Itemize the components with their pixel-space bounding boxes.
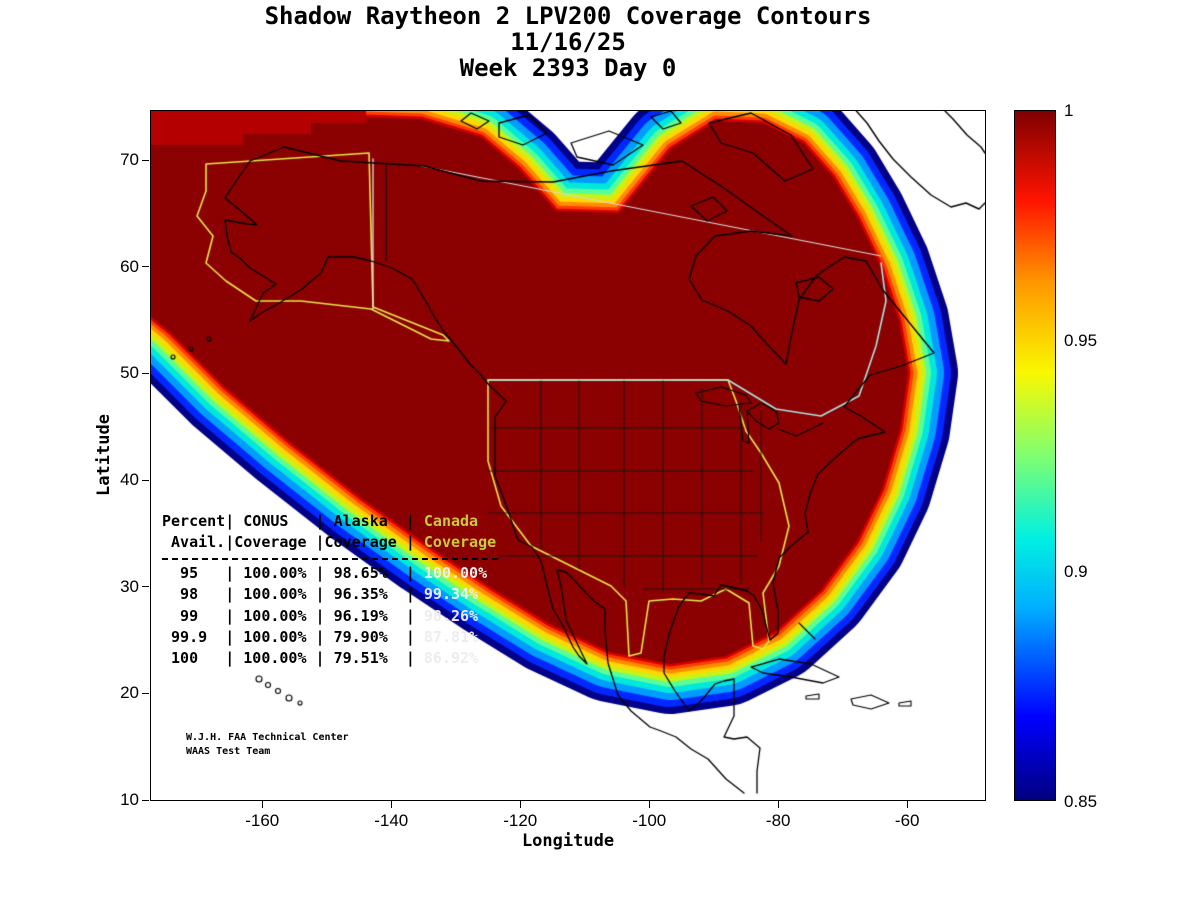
x-tick-label: -120 xyxy=(503,811,538,830)
coverage-table-cells: 99.9 | 100.00% | 79.90% | xyxy=(162,628,424,647)
y-tick-label: 30 xyxy=(120,576,139,596)
x-tick-label: -60 xyxy=(894,811,920,830)
y-tick xyxy=(142,586,149,588)
plot-area xyxy=(150,110,986,801)
x-tick xyxy=(906,801,908,808)
x-tick-label: -140 xyxy=(374,811,409,830)
coverage-table-cells: 100 | 100.00% | 79.51% | xyxy=(162,649,424,668)
credit-line-1: W.J.H. FAA Technical Center xyxy=(186,732,349,743)
coverage-table: Percent| CONUS | Alaska | Canada Avail.|… xyxy=(162,511,498,670)
y-tick xyxy=(142,799,149,801)
colorbar-tick-label: 0.9 xyxy=(1064,561,1088,581)
coverage-table-canada-cell: Canada xyxy=(423,512,479,530)
coverage-table-line: 98 | 100.00% | 96.35% | 99.34% xyxy=(162,584,498,605)
y-tick-label: 20 xyxy=(120,683,139,703)
x-tick xyxy=(261,801,263,808)
coverage-table-cells: 98 | 100.00% | 96.35% | xyxy=(162,585,424,604)
y-tick xyxy=(142,266,149,268)
coverage-table-cells: Percent| CONUS | Alaska | xyxy=(162,512,424,530)
coverage-table-line: 99 | 100.00% | 96.19% | 98.26% xyxy=(162,606,498,627)
x-tick-label: -80 xyxy=(765,811,791,830)
y-tick-label: 60 xyxy=(120,256,139,276)
coverage-table-cells: Avail.|Coverage |Coverage | xyxy=(162,533,424,552)
x-tick-label: -160 xyxy=(245,811,280,830)
x-axis-label: Longitude xyxy=(521,831,615,851)
coverage-table-canada-cell: 98.26% xyxy=(423,606,479,625)
coverage-table-canada-cell: 86.92% xyxy=(423,649,479,668)
y-tick xyxy=(142,372,149,374)
coverage-table-canada-cell: 100.00% xyxy=(423,563,488,582)
coverage-table-cells: 95 | 100.00% | 98.65% | xyxy=(162,563,424,582)
credit-line-2: WAAS Test Team xyxy=(186,746,271,757)
colorbar xyxy=(1014,110,1056,801)
y-tick xyxy=(142,692,149,694)
credit-block: W.J.H. FAA Technical Center WAAS Test Te… xyxy=(186,731,349,759)
figure-title: Shadow Raytheon 2 LPV200 Coverage Contou… xyxy=(264,2,872,30)
figure-date: 11/16/25 xyxy=(510,28,626,56)
coverage-table-canada-cell: Coverage xyxy=(423,533,497,552)
y-tick-label: 70 xyxy=(120,150,139,170)
colorbar-tick-label: 0.95 xyxy=(1064,331,1098,351)
y-tick xyxy=(142,479,149,481)
x-tick xyxy=(777,801,779,808)
colorbar-tick-label: 1 xyxy=(1064,101,1074,120)
coverage-table-cells: 99 | 100.00% | 96.19% | xyxy=(162,606,424,625)
y-tick-label: 10 xyxy=(120,790,139,810)
x-tick xyxy=(648,801,650,808)
coverage-map-canvas xyxy=(151,111,985,800)
coverage-table-line: Percent| CONUS | Alaska | Canada xyxy=(162,511,498,532)
coverage-table-canada-cell: 99.34% xyxy=(423,585,479,604)
y-tick-label: 50 xyxy=(120,363,139,383)
colorbar-tick-label: 0.85 xyxy=(1064,792,1098,811)
y-tick-label: 40 xyxy=(120,470,139,490)
y-tick xyxy=(142,159,149,161)
x-tick xyxy=(519,801,521,808)
coverage-table-line: 99.9 | 100.00% | 79.90% | 87.81% xyxy=(162,627,498,648)
x-tick-label: -100 xyxy=(632,811,667,830)
title-block: Shadow Raytheon 2 LPV200 Coverage Contou… xyxy=(150,3,986,81)
figure-week-day: Week 2393 Day 0 xyxy=(459,54,677,82)
coverage-table-line: 100 | 100.00% | 79.51% | 86.92% xyxy=(162,648,498,669)
table-divider xyxy=(162,557,498,560)
coverage-table-canada-cell: 87.81% xyxy=(423,628,479,647)
x-tick xyxy=(390,801,392,808)
coverage-table-line: Avail.|Coverage |Coverage | Coverage xyxy=(162,532,498,553)
coverage-table-line: 95 | 100.00% | 98.65% | 100.00% xyxy=(162,563,498,584)
